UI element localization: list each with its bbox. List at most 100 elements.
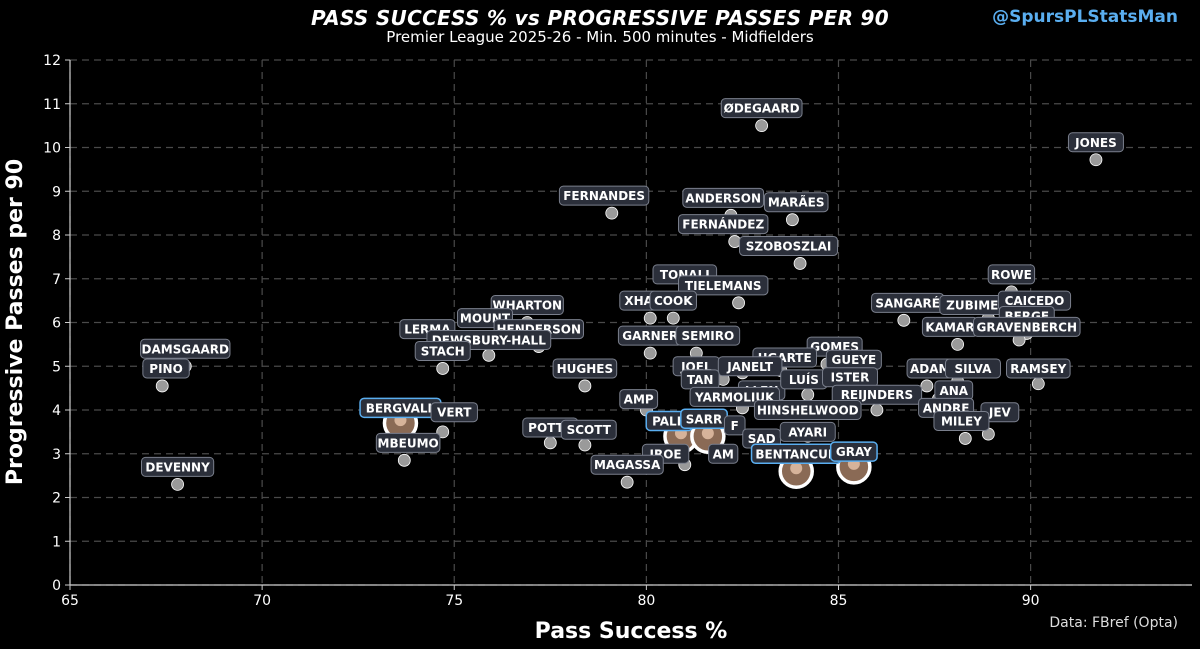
label-box — [619, 389, 659, 410]
point-mbeumo — [397, 453, 411, 467]
point-ferna-ndez — [728, 235, 742, 248]
y-tick-label: 8 — [52, 228, 61, 244]
chart-subtitle: Premier League 2025-26 - Min. 500 minute… — [386, 28, 814, 46]
label-mbeumo: MBEUMO — [375, 432, 441, 453]
label-text: ANA — [939, 384, 968, 398]
label-box — [1006, 358, 1071, 379]
label-box — [142, 358, 190, 379]
label-box — [375, 432, 441, 453]
label-kamar: KAMAR — [921, 316, 978, 337]
label-degaard: ØDEGAARD — [720, 98, 803, 119]
label-text: MARÃES — [768, 195, 825, 210]
label-text: MAGASSA — [594, 458, 661, 472]
label-bergvall: BERGVALL — [359, 397, 442, 419]
point-stach — [436, 362, 450, 375]
label-text: FERNANDES — [563, 189, 645, 203]
label-text: AM — [713, 447, 734, 461]
y-tick-label: 10 — [43, 141, 61, 157]
label-stach: STACH — [414, 340, 471, 361]
label-box — [933, 410, 990, 431]
label-fernandes: FERNANDES — [558, 185, 650, 206]
player-photo-face — [790, 462, 803, 475]
label-mara-es: MARÃES — [763, 192, 829, 213]
point-scott — [578, 438, 592, 452]
player-photo-face — [701, 427, 714, 440]
label-hinshelwood: HINSHELWOOD — [753, 400, 862, 420]
x-axis-label: Pass Success % — [535, 619, 728, 644]
label-box — [708, 443, 739, 464]
label-text: ANDERSON — [685, 191, 761, 205]
label-text: FERNÁNDEZ — [682, 217, 764, 232]
point-dewsbury-hall — [482, 348, 496, 362]
label-text: VERT — [437, 406, 472, 420]
label-semiro: SEMIRO — [675, 325, 741, 346]
label-text: GRAVENBERCH — [977, 320, 1078, 334]
label-box — [829, 441, 878, 462]
label-box — [414, 340, 471, 361]
label-lui-s: LUÍS — [780, 369, 828, 390]
label-tielemans: TIELEMANS — [678, 275, 769, 296]
point-jones — [1089, 153, 1103, 167]
label-text: DEVENNY — [145, 460, 210, 474]
label-text: AYARI — [788, 425, 827, 439]
point-degaard — [755, 119, 769, 133]
label-text: TAN — [687, 373, 714, 387]
label-text: GRAY — [836, 445, 872, 459]
label-box — [944, 358, 1001, 379]
point-fernandes — [605, 206, 619, 220]
label-text: REIJNDERS — [841, 388, 913, 402]
point-kamara — [951, 337, 965, 351]
label-text: ROWE — [991, 268, 1032, 282]
label-text: GUEYE — [832, 353, 877, 367]
label-damsgaard: DAMSGAARD — [140, 338, 231, 359]
label-f: F — [723, 415, 746, 436]
y-tick-label: 4 — [52, 403, 61, 419]
point-potts — [543, 436, 557, 450]
label-text: KAMAR — [925, 320, 974, 334]
label-box — [723, 415, 746, 436]
y-axis-label: Progressive Passes per 90 — [3, 159, 28, 485]
point-garner — [643, 346, 657, 360]
label-amp: AMP — [619, 389, 659, 410]
label-text: MBEUMO — [378, 436, 439, 450]
label-jones: JONES — [1067, 132, 1124, 153]
label-text: YARMOLIUK — [694, 390, 775, 404]
point-hughes — [578, 379, 592, 393]
label-text: CAICEDO — [1005, 294, 1065, 308]
label-text: SILVA — [955, 362, 993, 376]
label-ister: ISTER — [822, 367, 879, 388]
x-tick-label: 90 — [1022, 593, 1040, 609]
point-ramsey — [1031, 377, 1045, 391]
label-magassa: MAGASSA — [590, 454, 664, 475]
author-handle: @SpursPLStatsMan — [992, 7, 1178, 27]
label-box — [678, 214, 769, 235]
label-silva: SILVA — [944, 358, 1001, 379]
label-box — [682, 187, 765, 208]
label-ramsey: RAMSEY — [1006, 358, 1071, 379]
x-tick-label: 85 — [830, 593, 848, 609]
label-text: JANELT — [726, 360, 774, 374]
label-text: MILEY — [941, 414, 982, 428]
point-miley — [958, 432, 972, 445]
y-tick-label: 9 — [52, 184, 61, 200]
label-box — [972, 316, 1081, 337]
label-gueye: GUEYE — [825, 349, 882, 370]
label-box — [590, 454, 664, 475]
label-text: JONES — [1074, 136, 1117, 150]
label-box — [140, 338, 231, 359]
label-text: JEV — [988, 406, 1012, 420]
label-text: XHA — [624, 294, 653, 308]
data-source: Data: FBref (Opta) — [1049, 615, 1178, 631]
label-box — [717, 356, 783, 377]
label-box — [552, 358, 618, 379]
point-tielemans — [732, 296, 745, 310]
x-tick-label: 80 — [637, 593, 655, 609]
label-box — [779, 421, 836, 442]
y-tick-label: 0 — [52, 578, 61, 594]
x-tick-label: 75 — [445, 593, 463, 609]
point-lui-s — [801, 388, 815, 402]
label-text: TIELEMANS — [685, 279, 762, 293]
label-ana: ANA — [934, 380, 974, 401]
label-text: PALH — [652, 414, 687, 428]
